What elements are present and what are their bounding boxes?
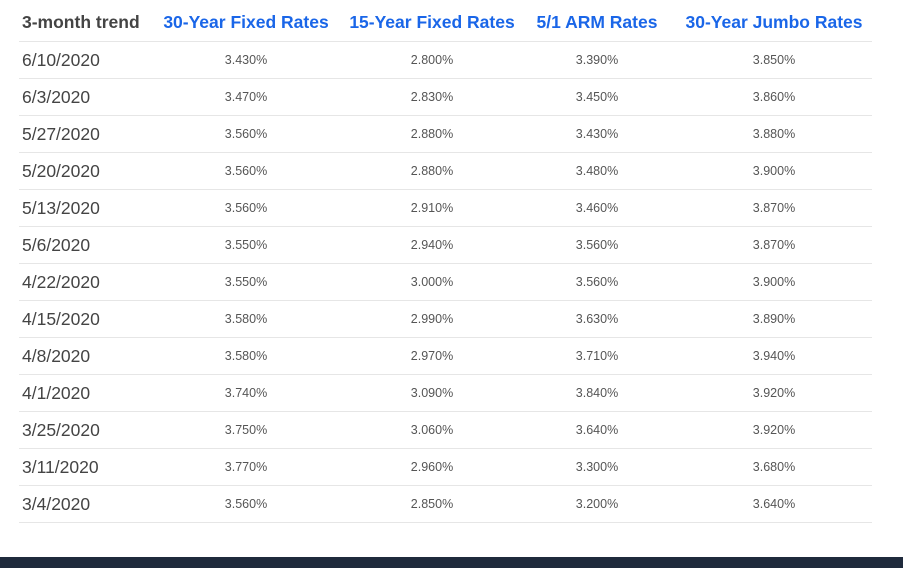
row-date: 5/27/2020 bbox=[19, 115, 146, 153]
rate-30-year-fixed: 3.550% bbox=[146, 226, 346, 264]
rate-5-1-arm: 3.710% bbox=[518, 337, 676, 375]
row-date: 6/3/2020 bbox=[19, 78, 146, 116]
rate-15-year-fixed: 2.850% bbox=[346, 485, 518, 523]
table-row: 4/8/2020 3.580% 2.970% 3.710% 3.940% bbox=[19, 337, 872, 375]
table-row: 4/15/2020 3.580% 2.990% 3.630% 3.890% bbox=[19, 300, 872, 338]
rate-30-year-fixed: 3.580% bbox=[146, 300, 346, 338]
rate-15-year-fixed: 3.090% bbox=[346, 374, 518, 412]
mortgage-rates-table: 3-month trend 30-Year Fixed Rates 15-Yea… bbox=[19, 4, 872, 523]
rate-30-year-jumbo: 3.850% bbox=[676, 41, 872, 79]
rate-15-year-fixed: 2.940% bbox=[346, 226, 518, 264]
rate-15-year-fixed: 2.880% bbox=[346, 152, 518, 190]
rate-5-1-arm: 3.480% bbox=[518, 152, 676, 190]
rate-15-year-fixed: 2.990% bbox=[346, 300, 518, 338]
rate-15-year-fixed: 3.060% bbox=[346, 411, 518, 449]
rate-5-1-arm: 3.460% bbox=[518, 189, 676, 227]
link-15-year-fixed-rates[interactable]: 15-Year Fixed Rates bbox=[349, 12, 515, 32]
rate-30-year-fixed: 3.550% bbox=[146, 263, 346, 301]
row-date: 6/10/2020 bbox=[19, 41, 146, 79]
rate-15-year-fixed: 2.970% bbox=[346, 337, 518, 375]
rate-30-year-fixed: 3.560% bbox=[146, 485, 346, 523]
rate-15-year-fixed: 2.910% bbox=[346, 189, 518, 227]
header-trend: 3-month trend bbox=[19, 4, 146, 42]
link-30-year-fixed-rates[interactable]: 30-Year Fixed Rates bbox=[163, 12, 329, 32]
table-row: 5/13/2020 3.560% 2.910% 3.460% 3.870% bbox=[19, 189, 872, 227]
row-date: 3/4/2020 bbox=[19, 485, 146, 523]
header-30-year-jumbo: 30-Year Jumbo Rates bbox=[676, 4, 872, 42]
rate-30-year-jumbo: 3.640% bbox=[676, 485, 872, 523]
header-15-year-fixed: 15-Year Fixed Rates bbox=[346, 4, 518, 42]
rate-30-year-fixed: 3.750% bbox=[146, 411, 346, 449]
rate-5-1-arm: 3.450% bbox=[518, 78, 676, 116]
rate-30-year-fixed: 3.560% bbox=[146, 115, 346, 153]
rate-30-year-fixed: 3.470% bbox=[146, 78, 346, 116]
rate-30-year-jumbo: 3.680% bbox=[676, 448, 872, 486]
header-30-year-fixed: 30-Year Fixed Rates bbox=[146, 4, 346, 42]
rate-5-1-arm: 3.430% bbox=[518, 115, 676, 153]
table-row: 3/25/2020 3.750% 3.060% 3.640% 3.920% bbox=[19, 411, 872, 449]
rate-30-year-fixed: 3.770% bbox=[146, 448, 346, 486]
row-date: 3/25/2020 bbox=[19, 411, 146, 449]
rate-5-1-arm: 3.300% bbox=[518, 448, 676, 486]
rate-15-year-fixed: 2.830% bbox=[346, 78, 518, 116]
link-5-1-arm-rates[interactable]: 5/1 ARM Rates bbox=[536, 12, 658, 32]
rate-5-1-arm: 3.560% bbox=[518, 226, 676, 264]
rate-30-year-jumbo: 3.900% bbox=[676, 263, 872, 301]
table-row: 6/10/2020 3.430% 2.800% 3.390% 3.850% bbox=[19, 41, 872, 79]
rate-5-1-arm: 3.840% bbox=[518, 374, 676, 412]
bottom-banner-bar bbox=[0, 557, 903, 568]
rate-15-year-fixed: 2.800% bbox=[346, 41, 518, 79]
rate-5-1-arm: 3.640% bbox=[518, 411, 676, 449]
rate-5-1-arm: 3.200% bbox=[518, 485, 676, 523]
header-row: 3-month trend 30-Year Fixed Rates 15-Yea… bbox=[19, 4, 872, 42]
rate-30-year-fixed: 3.430% bbox=[146, 41, 346, 79]
table-row: 5/6/2020 3.550% 2.940% 3.560% 3.870% bbox=[19, 226, 872, 264]
rate-5-1-arm: 3.630% bbox=[518, 300, 676, 338]
rate-30-year-jumbo: 3.920% bbox=[676, 374, 872, 412]
row-date: 3/11/2020 bbox=[19, 448, 146, 486]
rate-15-year-fixed: 3.000% bbox=[346, 263, 518, 301]
link-30-year-jumbo-rates[interactable]: 30-Year Jumbo Rates bbox=[685, 12, 863, 32]
rate-15-year-fixed: 2.880% bbox=[346, 115, 518, 153]
rate-15-year-fixed: 2.960% bbox=[346, 448, 518, 486]
table-row: 5/27/2020 3.560% 2.880% 3.430% 3.880% bbox=[19, 115, 872, 153]
row-date: 4/22/2020 bbox=[19, 263, 146, 301]
table-body: 6/10/2020 3.430% 2.800% 3.390% 3.850% 6/… bbox=[19, 41, 872, 523]
row-date: 5/13/2020 bbox=[19, 189, 146, 227]
rate-30-year-fixed: 3.580% bbox=[146, 337, 346, 375]
rate-30-year-jumbo: 3.940% bbox=[676, 337, 872, 375]
rate-30-year-jumbo: 3.860% bbox=[676, 78, 872, 116]
rate-30-year-jumbo: 3.870% bbox=[676, 226, 872, 264]
rate-30-year-fixed: 3.740% bbox=[146, 374, 346, 412]
table-header: 3-month trend 30-Year Fixed Rates 15-Yea… bbox=[19, 4, 872, 42]
table-row: 4/22/2020 3.550% 3.000% 3.560% 3.900% bbox=[19, 263, 872, 301]
rate-5-1-arm: 3.390% bbox=[518, 41, 676, 79]
row-date: 5/20/2020 bbox=[19, 152, 146, 190]
row-date: 5/6/2020 bbox=[19, 226, 146, 264]
table-row: 5/20/2020 3.560% 2.880% 3.480% 3.900% bbox=[19, 152, 872, 190]
rate-30-year-fixed: 3.560% bbox=[146, 189, 346, 227]
rate-30-year-jumbo: 3.890% bbox=[676, 300, 872, 338]
rate-5-1-arm: 3.560% bbox=[518, 263, 676, 301]
rate-30-year-jumbo: 3.900% bbox=[676, 152, 872, 190]
row-date: 4/8/2020 bbox=[19, 337, 146, 375]
rate-30-year-fixed: 3.560% bbox=[146, 152, 346, 190]
row-date: 4/15/2020 bbox=[19, 300, 146, 338]
header-5-1-arm: 5/1 ARM Rates bbox=[518, 4, 676, 42]
row-date: 4/1/2020 bbox=[19, 374, 146, 412]
table-row: 3/4/2020 3.560% 2.850% 3.200% 3.640% bbox=[19, 485, 872, 523]
rate-30-year-jumbo: 3.870% bbox=[676, 189, 872, 227]
table-row: 4/1/2020 3.740% 3.090% 3.840% 3.920% bbox=[19, 374, 872, 412]
rate-30-year-jumbo: 3.880% bbox=[676, 115, 872, 153]
rate-30-year-jumbo: 3.920% bbox=[676, 411, 872, 449]
table-row: 3/11/2020 3.770% 2.960% 3.300% 3.680% bbox=[19, 448, 872, 486]
table-row: 6/3/2020 3.470% 2.830% 3.450% 3.860% bbox=[19, 78, 872, 116]
